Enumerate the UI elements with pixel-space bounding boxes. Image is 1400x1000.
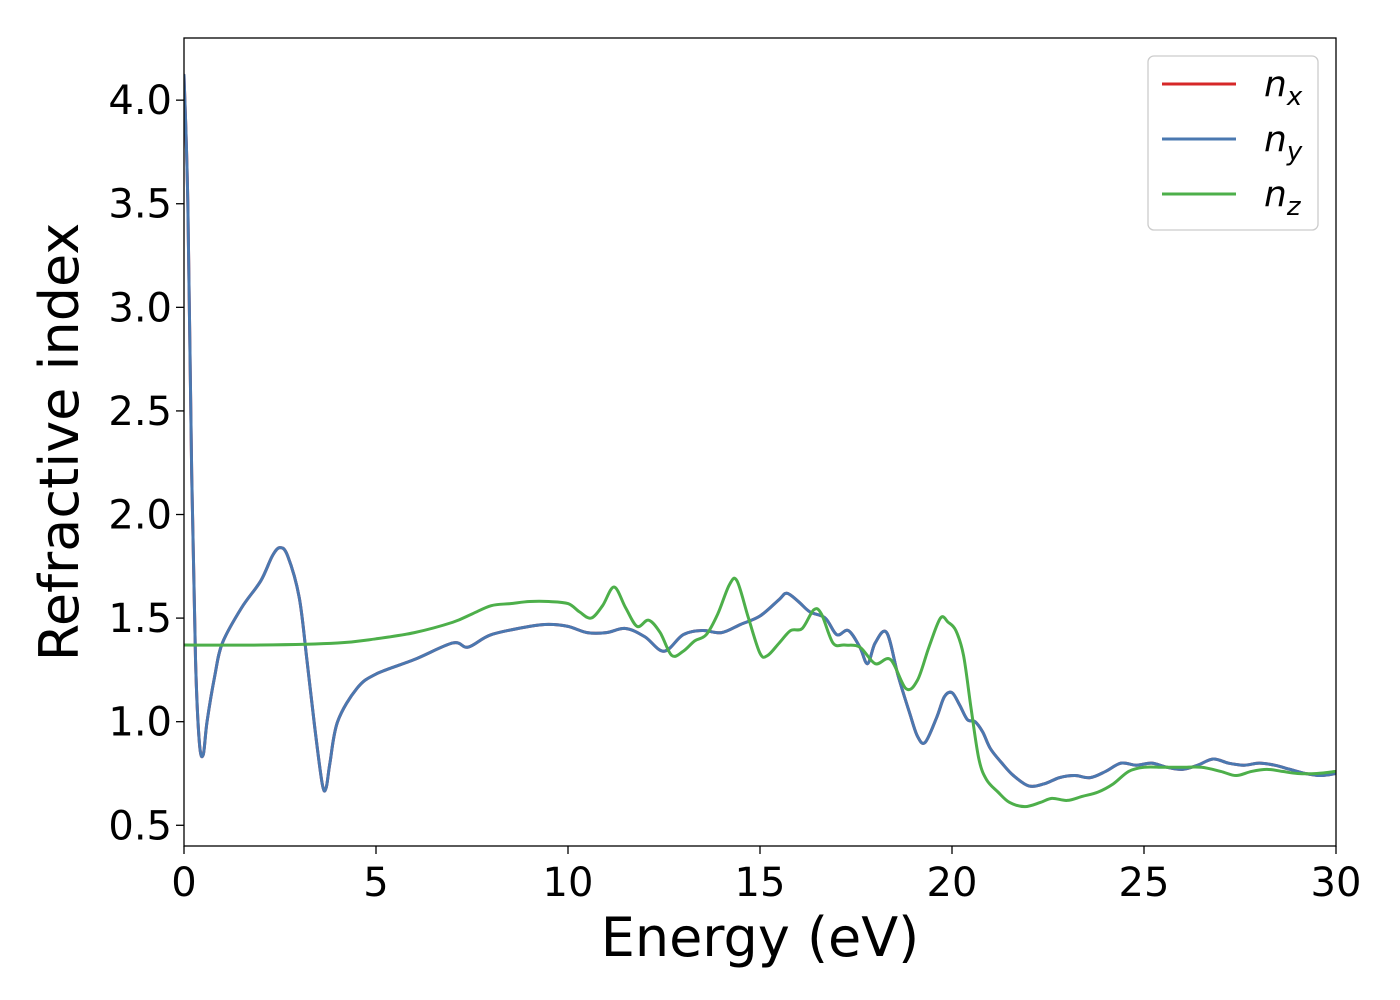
x-tick-label: 20 xyxy=(927,860,978,906)
legend-label-nx: nx xyxy=(1264,64,1303,112)
x-tick-label: 30 xyxy=(1311,860,1362,906)
plot-area xyxy=(184,38,1336,846)
legend-label-ny: ny xyxy=(1264,119,1303,167)
series-line-ny xyxy=(184,73,1336,793)
y-tick-label: 3.5 xyxy=(108,182,172,228)
series-layer xyxy=(184,73,1336,809)
x-tick-label: 25 xyxy=(1119,860,1170,906)
y-tick-label: 2.5 xyxy=(108,389,172,435)
x-axis-title: Energy (eV) xyxy=(601,906,920,969)
legend-label-main: n xyxy=(1264,119,1287,160)
y-axis-title: Refractive index xyxy=(28,223,91,662)
legend-label-subscript: x xyxy=(1286,82,1303,112)
x-axis: 0 5 10 15 20 25 30 xyxy=(171,846,1361,906)
legend-label-main: n xyxy=(1264,174,1287,215)
y-tick-label: 1.0 xyxy=(108,700,172,746)
legend-box xyxy=(1147,55,1319,231)
x-tick-label: 5 xyxy=(363,860,388,906)
legend-label-main: n xyxy=(1264,64,1287,105)
y-tick-label: 4.0 xyxy=(108,78,172,124)
x-tick-label: 15 xyxy=(735,860,786,906)
x-tick-label: 0 xyxy=(171,860,196,906)
series-line-nz xyxy=(184,576,1336,809)
y-tick-label: 2.0 xyxy=(108,493,172,539)
y-tick-label: 1.5 xyxy=(108,596,172,642)
legend-label-subscript: y xyxy=(1286,137,1303,167)
legend-label-subscript: z xyxy=(1286,192,1302,222)
y-tick-label: 0.5 xyxy=(108,803,172,849)
x-tick-label: 10 xyxy=(543,860,594,906)
y-tick-label: 3.0 xyxy=(108,285,172,331)
y-axis: 0.5 1.0 1.5 2.0 2.5 3.0 3.5 4.0 xyxy=(108,78,184,849)
legend-label-nz: nz xyxy=(1264,174,1302,222)
